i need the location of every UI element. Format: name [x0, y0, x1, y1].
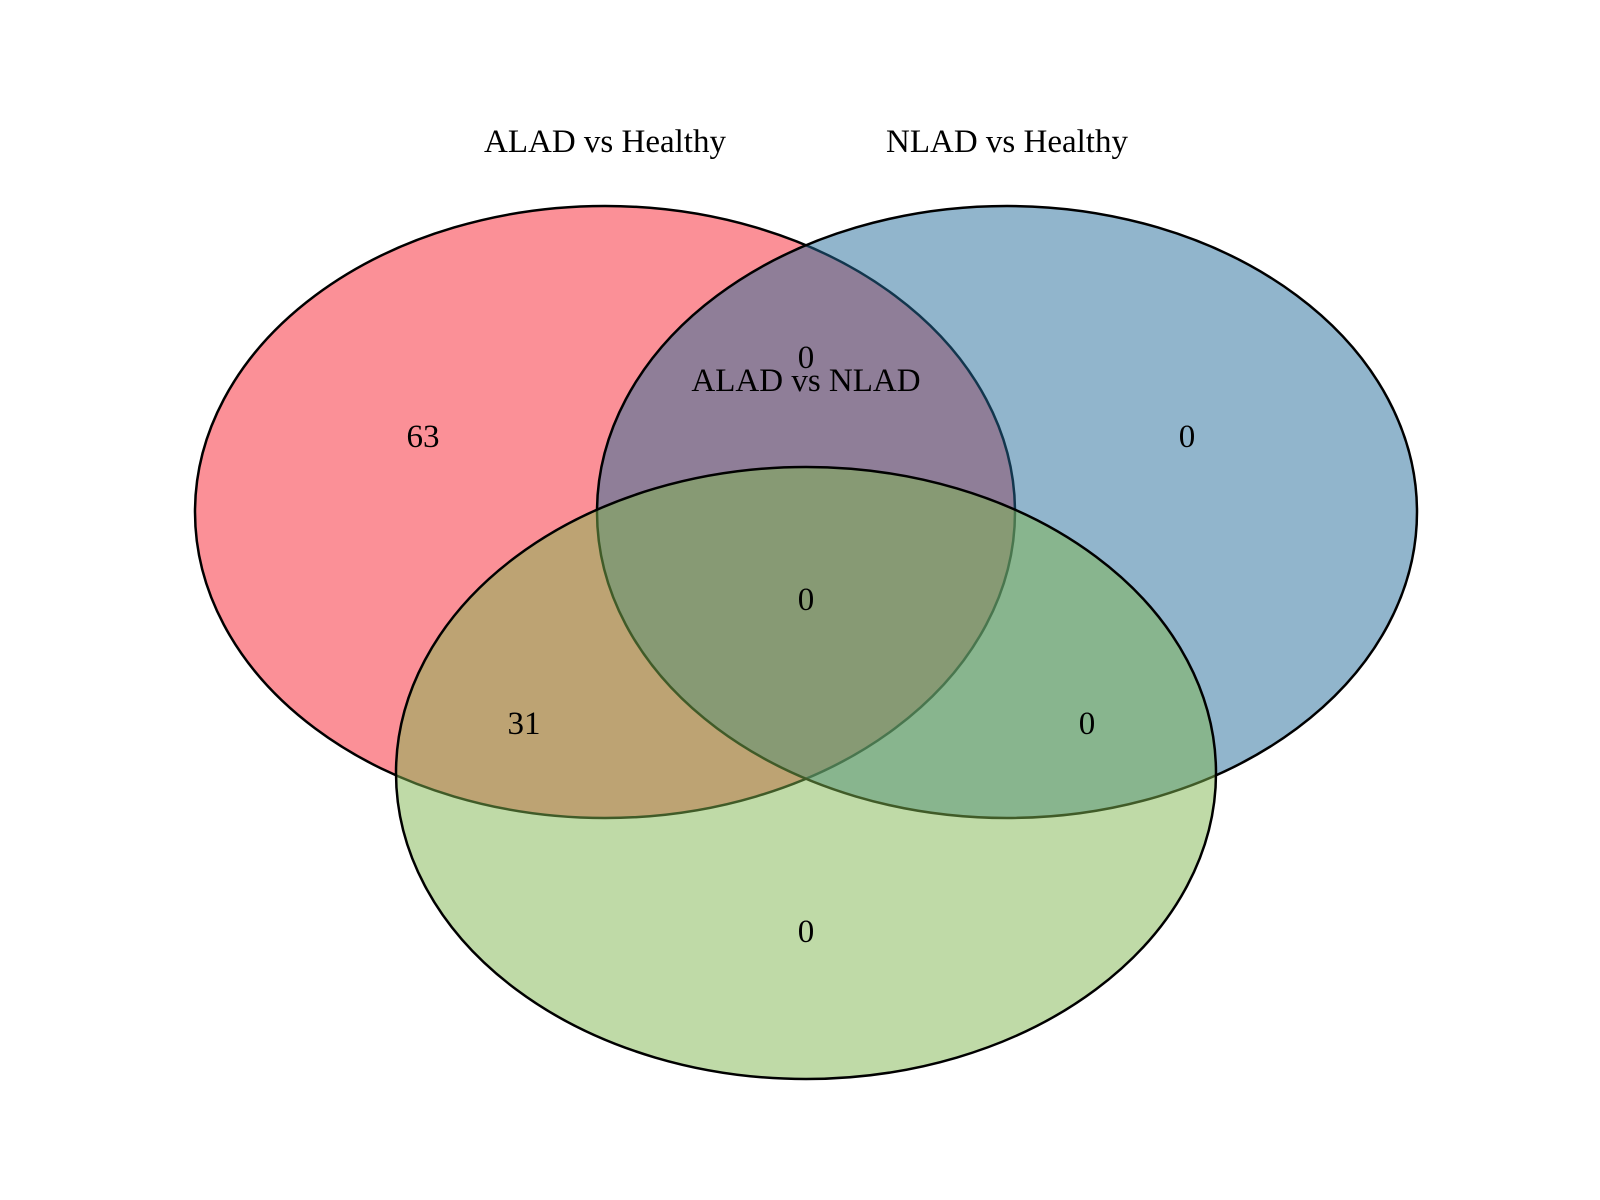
set-label-alad-vs-nlad: ALAD vs NLAD	[691, 363, 920, 399]
count-alad-and-alad-vs-nlad-overlap: 31	[508, 706, 541, 742]
count-nlad-only: 0	[1179, 419, 1196, 455]
count-nlad-and-alad-vs-nlad-overlap: 0	[1079, 706, 1096, 742]
set-alad-vs-nlad-ellipse	[394, 465, 1218, 1081]
set-label-alad-vs-healthy: ALAD vs Healthy	[484, 124, 726, 160]
count-all-three-overlap: 0	[798, 582, 815, 618]
count-alad-nlad-vs-healthy-overlap: 0	[798, 340, 815, 376]
count-alad-only: 63	[407, 419, 440, 455]
count-alad-vs-nlad-only: 0	[798, 914, 815, 950]
set-label-nlad-vs-healthy: NLAD vs Healthy	[886, 124, 1128, 160]
